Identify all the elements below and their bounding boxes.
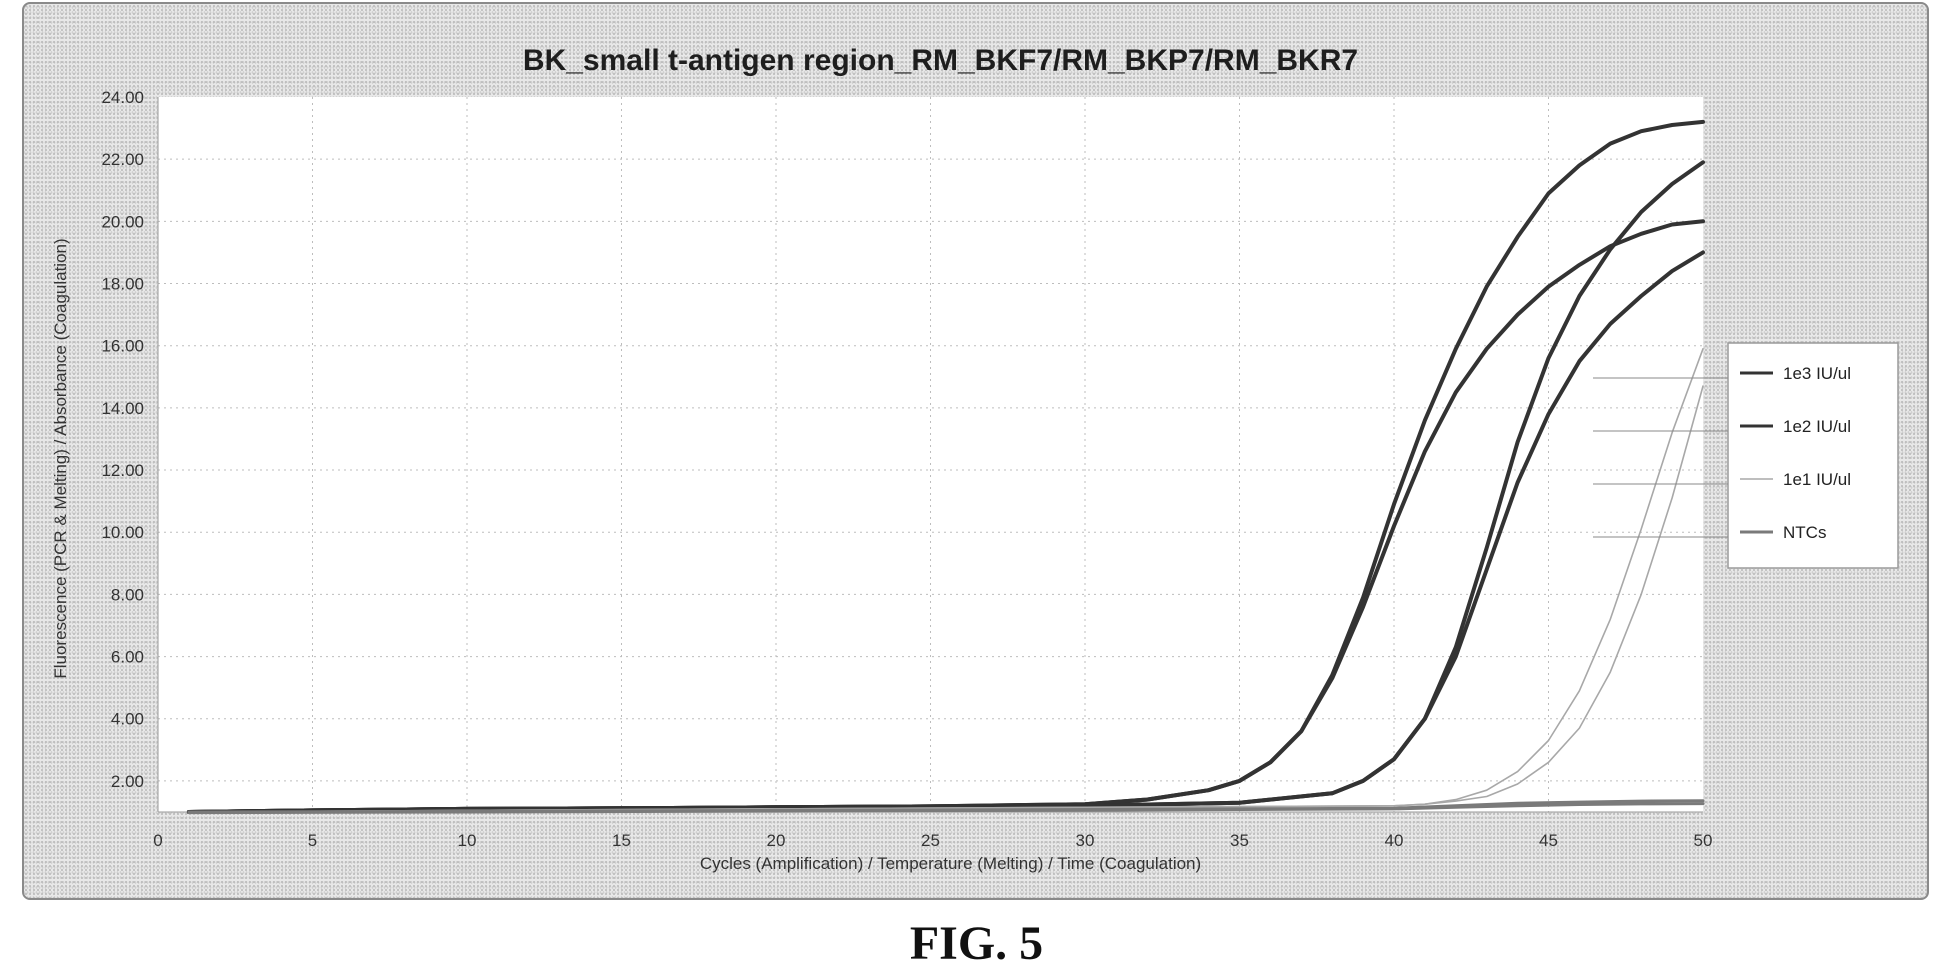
legend-label: NTCs — [1783, 523, 1826, 542]
legend-label: 1e2 IU/ul — [1783, 417, 1851, 436]
legend: 1e3 IU/ul 1e2 IU/ul 1e1 IU/ul NTCs — [1593, 342, 1899, 569]
y-tick-label: 14.00 — [101, 399, 144, 418]
grid — [158, 97, 1703, 812]
x-tick-label: 45 — [1539, 831, 1558, 850]
legend-label: 1e1 IU/ul — [1783, 470, 1851, 489]
y-tick-label: 8.00 — [111, 585, 144, 604]
series-line — [186, 250, 1705, 814]
y-tick-label: 12.00 — [101, 461, 144, 480]
x-tick-label: 35 — [1230, 831, 1249, 850]
y-axis-label: Fluorescence (PCR & Melting) / Absorbanc… — [51, 238, 70, 678]
x-tick-label: 30 — [1076, 831, 1095, 850]
y-tick-label: 24.00 — [101, 88, 144, 107]
y-tick-label: 10.00 — [101, 523, 144, 542]
y-tick-label: 22.00 — [101, 150, 144, 169]
chart-title: BK_small t-antigen region_RM_BKF7/RM_BKP… — [523, 44, 1358, 77]
legend-label: 1e3 IU/ul — [1783, 364, 1851, 383]
x-tick-label: 20 — [767, 831, 786, 850]
x-tick-label: 50 — [1694, 831, 1713, 850]
figure-caption: FIG. 5 — [909, 917, 1044, 970]
y-tick-label: 2.00 — [111, 772, 144, 791]
series-lines — [186, 119, 1705, 815]
pcr-amplification-chart: 0 5 10 15 20 25 30 35 40 45 50 2.00 4.00 6.00 8.00 10.0… — [51, 44, 1899, 873]
y-tick-label: 4.00 — [111, 710, 144, 729]
series-line — [187, 802, 1705, 815]
x-axis-label: Cycles (Amplification) / Temperature (Me… — [700, 854, 1201, 873]
y-tick-label: 18.00 — [101, 275, 144, 294]
x-tick-label: 40 — [1385, 831, 1404, 850]
x-tick-label: 10 — [458, 831, 477, 850]
x-tick-label: 15 — [612, 831, 631, 850]
x-tick-label: 25 — [921, 831, 940, 850]
x-tick-label: 0 — [153, 831, 162, 850]
series-line — [188, 385, 1704, 813]
chart-text: 0 5 10 15 20 25 30 35 40 45 50 2.00 4.00 6.00 8.00 10.0… — [51, 44, 1712, 873]
y-tick-label: 6.00 — [111, 648, 144, 667]
y-tick-label: 16.00 — [101, 337, 144, 356]
x-tick-label: 5 — [308, 831, 317, 850]
y-tick-label: 20.00 — [101, 212, 144, 231]
